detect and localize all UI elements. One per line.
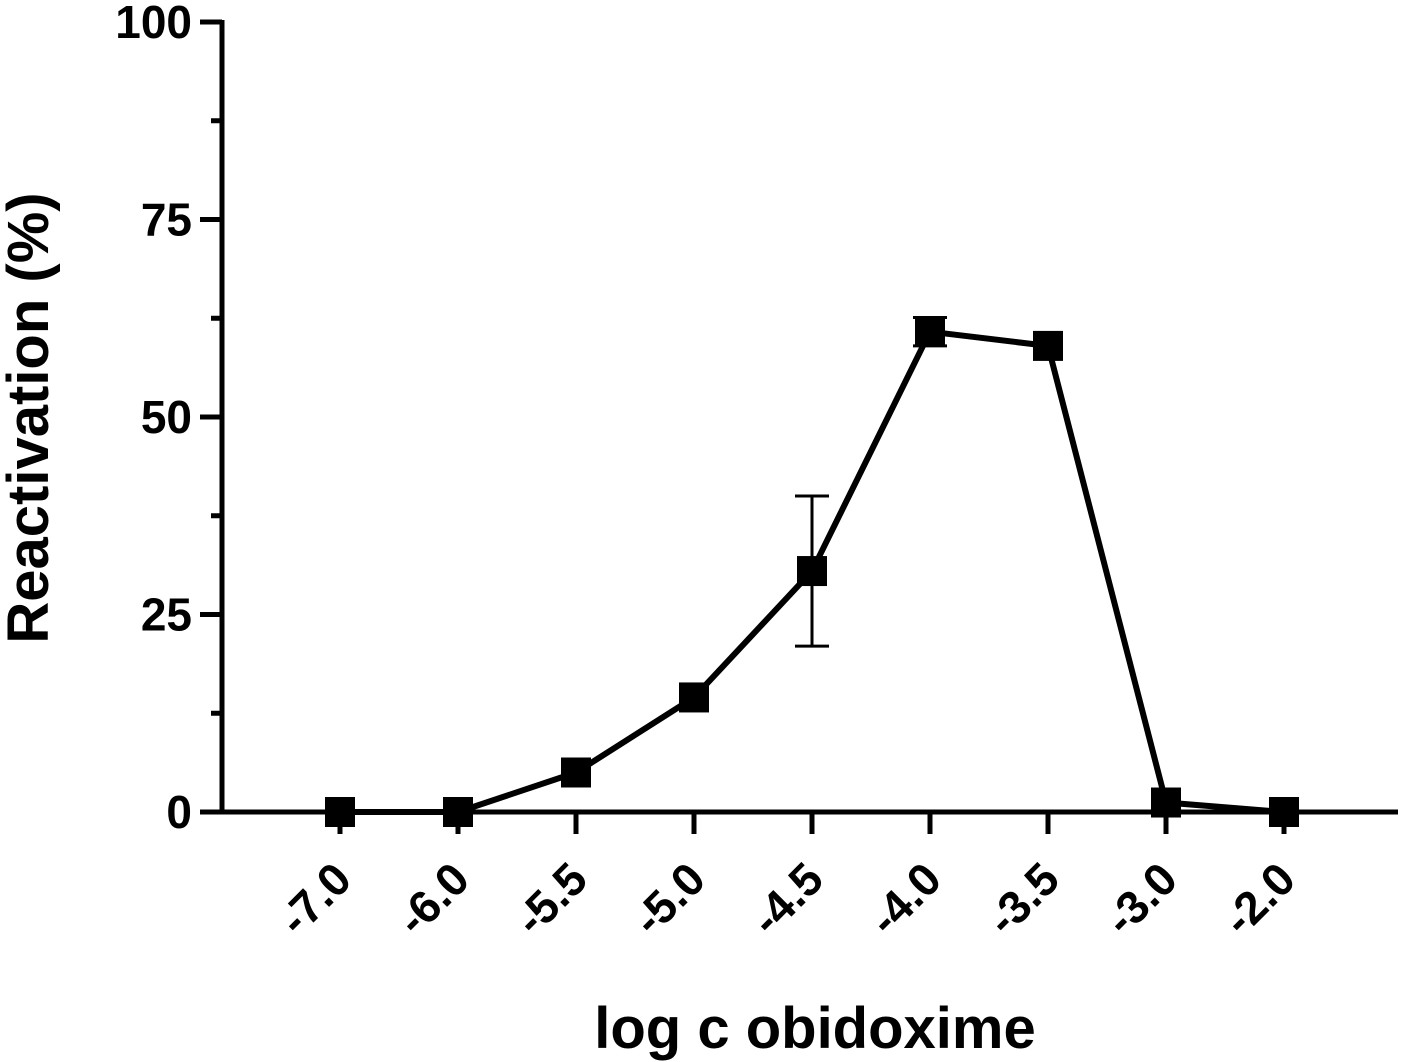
error-bars: [795, 315, 947, 648]
x-tick-label: -2.0: [1212, 852, 1305, 945]
x-tick-label: -4.0: [858, 852, 951, 945]
data-point: [915, 316, 945, 347]
data-markers: [325, 316, 1299, 827]
y-tick-label: 100: [115, 0, 192, 48]
data-point: [561, 757, 591, 788]
data-point: [443, 797, 473, 827]
y-tick-label: 0: [166, 786, 192, 838]
y-tick-label: 75: [141, 194, 192, 246]
data-point: [1151, 787, 1181, 818]
tick-labels: 0 25 50 75 100 -7.0 -6.0 -5.5 -5.0 -4.5 -4.0 -3.5 -3…: [115, 0, 1305, 945]
x-tick-label: -3.5: [976, 852, 1069, 945]
y-axis-label: Reactivation (%): [0, 192, 61, 643]
x-tick-label: -5.0: [622, 852, 715, 945]
x-tick-label: -7.0: [268, 852, 361, 945]
data-point: [1269, 797, 1299, 827]
axes: [200, 19, 1398, 834]
x-tick-label: -3.0: [1094, 852, 1187, 945]
y-tick-label: 50: [141, 391, 192, 443]
data-point: [679, 682, 709, 713]
y-tick-label: 25: [141, 589, 192, 641]
x-tick-label: -4.5: [740, 852, 833, 945]
data-point: [797, 556, 827, 587]
x-tick-label: -6.0: [386, 852, 479, 945]
x-tick-label: -5.5: [504, 852, 597, 945]
data-point: [325, 797, 355, 827]
data-point: [1033, 330, 1063, 361]
x-axis-label: log c obidoxime: [594, 996, 1036, 1061]
